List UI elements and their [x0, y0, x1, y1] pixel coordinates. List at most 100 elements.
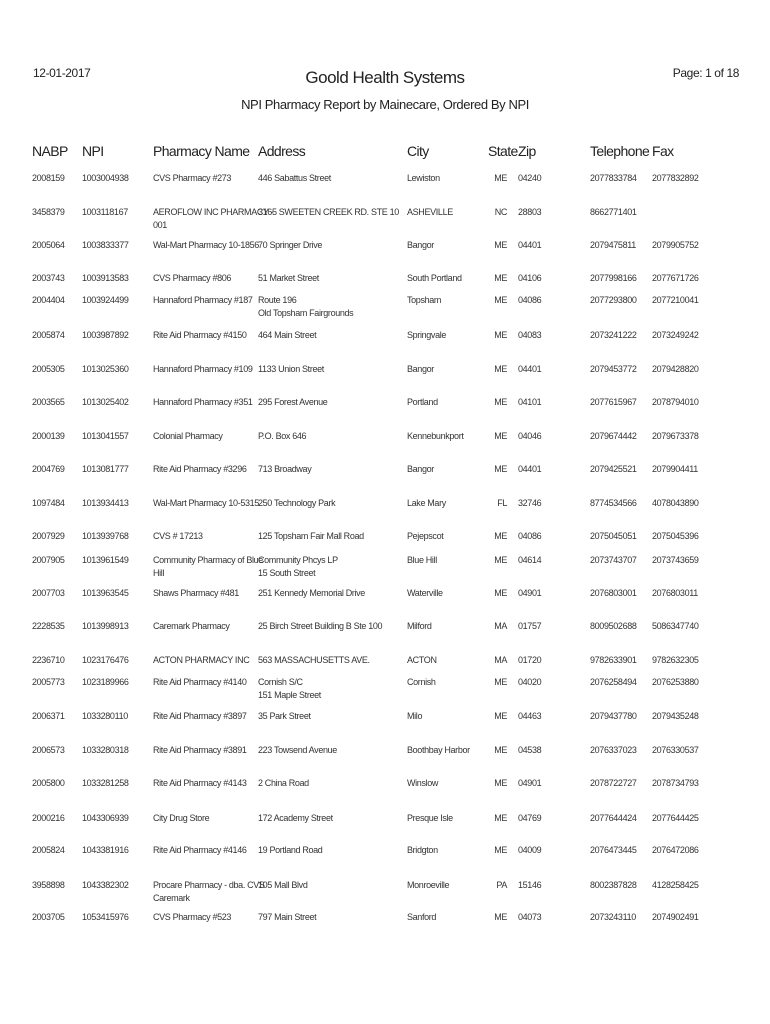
- cell-zip: 04901: [518, 588, 542, 598]
- column-header-pharmacy-name: Pharmacy Name: [153, 143, 250, 159]
- cell-zip: 01720: [518, 655, 542, 665]
- cell-npi: 1013961549: [82, 555, 129, 565]
- cell-nabp: 2004404: [32, 295, 65, 305]
- cell-nabp: 3958898: [32, 880, 65, 890]
- cell-telephone: 2073743707: [590, 555, 637, 565]
- cell-zip: 04614: [518, 555, 542, 565]
- cell-npi: 1003004938: [82, 173, 129, 183]
- cell-name: Hill: [153, 568, 165, 578]
- cell-name: Caremark: [153, 893, 190, 903]
- cell-npi: 1013939768: [82, 531, 129, 541]
- cell-npi: 1013025360: [82, 364, 129, 374]
- column-header-city: City: [407, 143, 429, 159]
- cell-state: ME: [494, 397, 507, 407]
- cell-state: NC: [494, 207, 508, 217]
- cell-fax: 2079905752: [652, 240, 699, 250]
- cell-npi: 1023189966: [82, 677, 129, 687]
- cell-state: ME: [494, 464, 507, 474]
- cell-nabp: 1097484: [32, 498, 65, 508]
- cell-zip: 04401: [518, 240, 542, 250]
- cell-npi: 1033281258: [82, 778, 129, 788]
- cell-zip: 04083: [518, 330, 542, 340]
- cell-address: Community Phcys LP: [258, 555, 338, 565]
- cell-address: 25 Birch Street Building B Ste 100: [258, 621, 383, 631]
- cell-address: 2 China Road: [258, 778, 309, 788]
- cell-state: ME: [494, 745, 507, 755]
- cell-zip: 04009: [518, 845, 542, 855]
- cell-name: Hannaford Pharmacy #187: [153, 295, 253, 305]
- cell-state: FL: [497, 498, 507, 508]
- cell-city: ACTON: [407, 655, 437, 665]
- cell-name: Hannaford Pharmacy #109: [153, 364, 253, 374]
- cell-telephone: 2077998166: [590, 273, 637, 283]
- cell-telephone: 2076473445: [590, 845, 637, 855]
- cell-name: CVS Pharmacy #806: [153, 273, 232, 283]
- column-header-address: Address: [258, 143, 306, 159]
- cell-npi: 1053415976: [82, 912, 129, 922]
- cell-fax: 2076330537: [652, 745, 699, 755]
- cell-nabp: 2008159: [32, 173, 65, 183]
- cell-fax: 2073249242: [652, 330, 699, 340]
- cell-address: 3165 SWEETEN CREEK RD. STE 10: [258, 207, 399, 217]
- cell-zip: 04086: [518, 295, 542, 305]
- cell-nabp: 2236710: [32, 655, 65, 665]
- cell-telephone: 2076803001: [590, 588, 637, 598]
- cell-telephone: 2073243110: [590, 912, 636, 922]
- cell-address: 223 Towsend Avenue: [258, 745, 337, 755]
- cell-zip: 04046: [518, 431, 542, 441]
- cell-npi: 1003118167: [82, 207, 128, 217]
- cell-npi: 1013934413: [82, 498, 129, 508]
- report-title: Goold Health Systems: [305, 68, 465, 87]
- cell-telephone: 2079475811: [590, 240, 636, 250]
- cell-zip: 04401: [518, 464, 542, 474]
- cell-name: Rite Aid Pharmacy #4146: [153, 845, 247, 855]
- column-header-nabp: NABP: [32, 143, 68, 159]
- cell-fax: 9782632305: [652, 655, 699, 665]
- cell-zip: 04538: [518, 745, 542, 755]
- cell-city: Bangor: [407, 364, 434, 374]
- cell-nabp: 2005824: [32, 845, 65, 855]
- cell-state: ME: [494, 173, 507, 183]
- cell-telephone: 2077615967: [590, 397, 637, 407]
- column-header-state: State: [488, 143, 518, 159]
- cell-address: 51 Market Street: [258, 273, 319, 283]
- cell-address: Old Topsham Fairgrounds: [258, 308, 354, 318]
- cell-fax: 2079428820: [652, 364, 699, 374]
- cell-nabp: 2005064: [32, 240, 65, 250]
- cell-city: Bridgton: [407, 845, 438, 855]
- cell-fax: 2078734793: [652, 778, 699, 788]
- cell-zip: 04401: [518, 364, 542, 374]
- cell-name: Shaws Pharmacy #481: [153, 588, 239, 598]
- cell-name: ACTON PHARMACY INC: [153, 655, 250, 665]
- cell-zip: 28803: [518, 207, 542, 217]
- cell-address: 446 Sabattus Street: [258, 173, 331, 183]
- cell-city: Bangor: [407, 464, 434, 474]
- cell-city: ASHEVILLE: [407, 207, 453, 217]
- cell-city: Topsham: [407, 295, 442, 305]
- cell-nabp: 2007703: [32, 588, 65, 598]
- cell-name: Procare Pharmacy - dba. CVS: [153, 880, 265, 890]
- cell-nabp: 3458379: [32, 207, 65, 217]
- cell-fax: 2077210041: [652, 295, 699, 305]
- cell-state: MA: [494, 621, 507, 631]
- cell-nabp: 2005874: [32, 330, 65, 340]
- cell-address: 251 Kennedy Memorial Drive: [258, 588, 365, 598]
- cell-nabp: 2004769: [32, 464, 65, 474]
- cell-name: City Drug Store: [153, 813, 210, 823]
- cell-address: 295 Forest Avenue: [258, 397, 328, 407]
- cell-state: ME: [494, 330, 507, 340]
- cell-fax: 2075045396: [652, 531, 699, 541]
- cell-address: 464 Main Street: [258, 330, 317, 340]
- cell-telephone: 2077293800: [590, 295, 637, 305]
- cell-city: Waterville: [407, 588, 443, 598]
- report-date: 12-01-2017: [33, 66, 91, 80]
- cell-zip: 04086: [518, 531, 542, 541]
- cell-telephone: 2075045051: [590, 531, 637, 541]
- cell-address: P.O. Box 646: [258, 431, 307, 441]
- cell-state: ME: [494, 813, 507, 823]
- cell-fax: 4128258425: [652, 880, 699, 890]
- cell-name: CVS # 17213: [153, 531, 203, 541]
- cell-state: ME: [494, 295, 507, 305]
- cell-address: 713 Broadway: [258, 464, 312, 474]
- cell-city: Winslow: [407, 778, 439, 788]
